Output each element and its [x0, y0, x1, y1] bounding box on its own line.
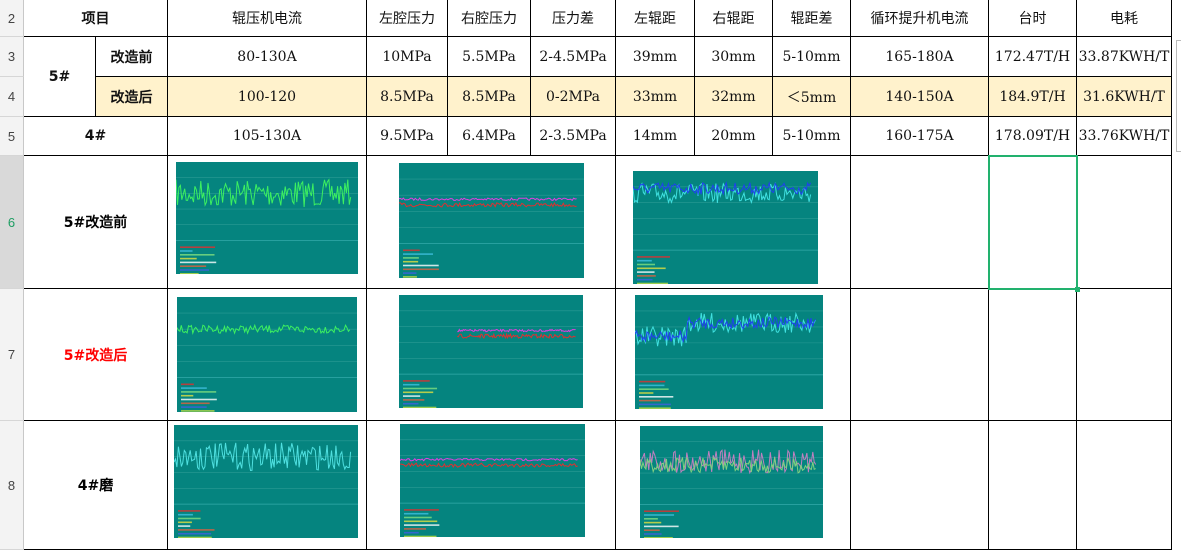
header-cell[interactable]: 左腔压力 [367, 0, 448, 37]
image-cell[interactable] [168, 156, 367, 289]
header-cell[interactable]: 辊距差 [773, 0, 851, 37]
trend-chart-image [174, 425, 358, 538]
data-cell[interactable]: 6.4MPa [448, 117, 531, 156]
empty-cell[interactable] [989, 421, 1077, 550]
data-cell[interactable]: 5.5MPa [448, 37, 531, 77]
header-cell[interactable]: 台时 [989, 0, 1077, 37]
data-cell[interactable]: 8.5MPa [367, 77, 448, 117]
trend-chart-image [177, 297, 357, 412]
trend-chart-image [635, 295, 823, 409]
row-header[interactable]: 3 [0, 37, 24, 77]
row-header[interactable]: 7 [0, 289, 24, 421]
data-cell[interactable]: 105-130A [168, 117, 367, 156]
chart-row-label[interactable]: 4#磨 [24, 421, 168, 550]
trend-chart-image [176, 162, 358, 274]
scroll-edge [1176, 40, 1181, 152]
row-header[interactable]: 4 [0, 77, 24, 117]
header-cell[interactable]: 电耗 [1077, 0, 1172, 37]
data-cell[interactable]: 10MPa [367, 37, 448, 77]
data-cell[interactable]: 39mm [616, 37, 695, 77]
row-label[interactable]: 改造前 [96, 37, 168, 77]
empty-cell[interactable] [851, 156, 989, 289]
empty-cell[interactable] [1077, 421, 1172, 550]
chart-row-label[interactable]: 5#改造后 [24, 289, 168, 421]
data-cell[interactable]: 178.09T/H [989, 117, 1077, 156]
data-cell[interactable]: ＜5mm [773, 77, 851, 117]
data-cell[interactable]: 165-180A [851, 37, 989, 77]
data-cell[interactable]: 33.87KWH/T [1077, 37, 1172, 77]
image-cell[interactable] [367, 156, 616, 289]
image-cell[interactable] [168, 289, 367, 421]
data-cell[interactable]: 14mm [616, 117, 695, 156]
data-cell[interactable]: 8.5MPa [448, 77, 531, 117]
header-cell[interactable]: 循环提升机电流 [851, 0, 989, 37]
data-cell[interactable]: 31.6KWH/T [1077, 77, 1172, 117]
row-header[interactable]: 8 [0, 421, 24, 550]
trend-chart-image [640, 426, 823, 538]
data-cell[interactable]: 2-3.5MPa [531, 117, 616, 156]
data-cell[interactable]: 5-10mm [773, 37, 851, 77]
header-cell[interactable]: 右腔压力 [448, 0, 531, 37]
empty-cell[interactable] [1077, 156, 1172, 289]
selected-cell[interactable] [988, 155, 1080, 292]
row-header[interactable]: 2 [0, 0, 24, 37]
header-cell[interactable]: 辊压机电流 [168, 0, 367, 37]
data-cell[interactable]: 20mm [695, 117, 773, 156]
trend-chart-image [400, 424, 585, 537]
image-cell[interactable] [616, 156, 851, 289]
trend-chart-image [399, 163, 584, 278]
data-cell[interactable]: 80-130A [168, 37, 367, 77]
data-cell[interactable]: 33mm [616, 77, 695, 117]
data-cell[interactable]: 33.76KWH/T [1077, 117, 1172, 156]
trend-chart-image [633, 171, 818, 284]
empty-cell[interactable] [989, 289, 1077, 421]
trend-chart-image [399, 295, 583, 408]
data-cell[interactable]: 160-175A [851, 117, 989, 156]
data-cell[interactable]: 0-2MPa [531, 77, 616, 117]
empty-cell[interactable] [851, 421, 989, 550]
image-cell[interactable] [616, 289, 851, 421]
group-label[interactable]: 5# [24, 37, 96, 117]
data-cell[interactable]: 9.5MPa [367, 117, 448, 156]
data-cell[interactable]: 2-4.5MPa [531, 37, 616, 77]
header-cell[interactable]: 左辊距 [616, 0, 695, 37]
header-cell[interactable]: 右辊距 [695, 0, 773, 37]
data-cell[interactable]: 172.47T/H [989, 37, 1077, 77]
empty-cell[interactable] [851, 289, 989, 421]
row-header[interactable]: 6 [0, 156, 24, 289]
data-cell[interactable]: 140-150A [851, 77, 989, 117]
row-header[interactable]: 5 [0, 117, 24, 156]
data-cell[interactable]: 32mm [695, 77, 773, 117]
row-label[interactable]: 4# [24, 117, 168, 156]
data-cell[interactable]: 184.9T/H [989, 77, 1077, 117]
image-cell[interactable] [367, 289, 616, 421]
header-cell[interactable]: 项目 [24, 0, 168, 37]
chart-row-label[interactable]: 5#改造前 [24, 156, 168, 289]
data-cell[interactable]: 30mm [695, 37, 773, 77]
data-cell[interactable]: 100-120 [168, 77, 367, 117]
empty-cell[interactable] [1077, 289, 1172, 421]
header-cell[interactable]: 压力差 [531, 0, 616, 37]
row-label[interactable]: 改造后 [96, 77, 168, 117]
data-cell[interactable]: 5-10mm [773, 117, 851, 156]
